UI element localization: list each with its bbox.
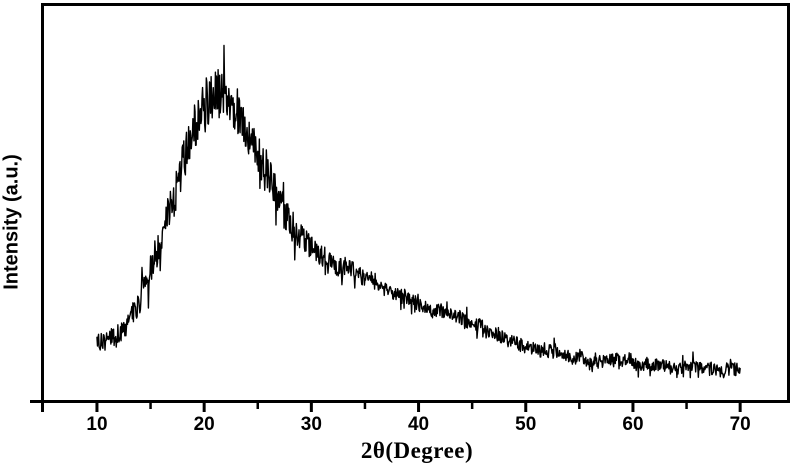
x-tick-label: 40	[408, 414, 429, 435]
x-tick-label: 10	[86, 414, 107, 435]
xrd-trace	[96, 44, 741, 379]
x-tick-label: 60	[622, 414, 643, 435]
plot-frame	[41, 3, 790, 403]
y-axis-title: Intensity (a.u.)	[0, 154, 23, 290]
x-axis-title: 2θ(Degree)	[360, 438, 474, 463]
x-tick-label: 70	[730, 414, 751, 435]
x-tick-label: 20	[194, 414, 215, 435]
x-tick-label: 50	[515, 414, 536, 435]
x-tick-label: 30	[301, 414, 322, 435]
